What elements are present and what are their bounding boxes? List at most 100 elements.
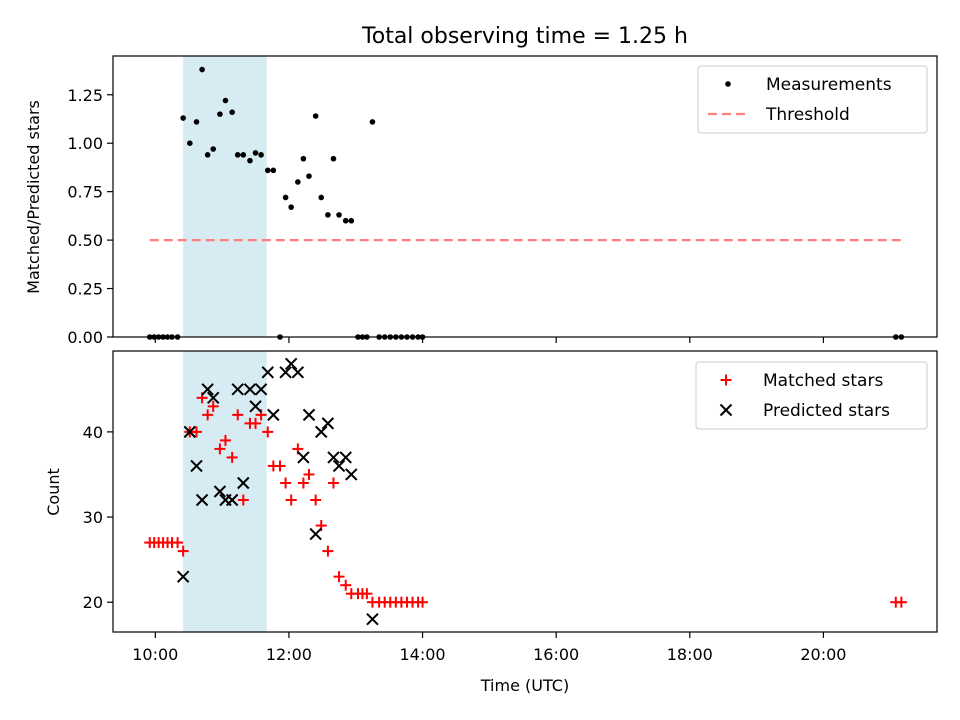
predicted-star-point (339, 451, 352, 464)
measurement-point (199, 66, 205, 73)
measurement-point (252, 150, 259, 156)
matched-star-point (297, 477, 309, 489)
measurement-point (187, 140, 193, 147)
predicted-star-point (243, 383, 257, 396)
x-tick-label: 10:00 (132, 645, 178, 664)
count-legend: Matched stars Predicted stars (695, 361, 928, 430)
matched-star-point (219, 434, 231, 446)
predicted-star-point (302, 408, 316, 422)
y-tick-label: 20 (83, 593, 103, 612)
measurement-point (318, 194, 325, 201)
legend-predicted-label: Predicted stars (763, 401, 890, 421)
x-axis-label: Time (UTC) (480, 676, 569, 695)
predicted-star-point (237, 476, 250, 490)
measurement-point (247, 157, 253, 164)
matched-star-point (310, 494, 322, 506)
measurement-point (330, 155, 337, 162)
count-panel-frame (112, 350, 938, 633)
predicted-star-point (332, 459, 346, 473)
count-panel: 10:00 12:00 14:00 16:00 18:00 20:00 20 30 40 Cou… (44, 350, 938, 695)
matched-star-point (226, 451, 238, 463)
ratio-axis-ticks: 0.00 0.25 0.50 0.75 1.00 1.25 (67, 86, 825, 347)
predicted-star-point (309, 527, 322, 541)
predicted-star-point (327, 451, 340, 464)
matched-star-point (895, 596, 907, 608)
count-legend-box (695, 361, 928, 430)
legend-measurements-label: Measurements (766, 75, 892, 95)
predicted-star-point (345, 468, 358, 481)
measurement-point (282, 194, 289, 201)
ratio-legend-box (697, 65, 928, 134)
matched-star-point (340, 579, 352, 591)
predicted-star-point (207, 391, 220, 405)
predicted-star-point (190, 459, 203, 473)
measurement-point (258, 152, 264, 158)
matched-star-point (232, 409, 244, 421)
measurement-point (325, 212, 331, 218)
legend-plus-glyph (720, 374, 732, 386)
predicted-star-point (201, 383, 214, 396)
predicted-star-point (231, 383, 244, 396)
matched-star-point (207, 400, 219, 412)
measurement-point (306, 173, 312, 179)
measurement-point (222, 97, 229, 104)
measurement-point (295, 179, 301, 185)
matched-star-point (322, 545, 334, 557)
matched-star-point (417, 596, 429, 608)
count-y-axis-label: Count (44, 468, 63, 516)
predicted-star-point (254, 383, 268, 396)
predicted-star-point (261, 366, 274, 379)
legend-measurements-marker (725, 81, 731, 87)
ratio-panel: 0.00 0.25 0.50 0.75 1.00 1.25 Matched/Predict… (24, 55, 938, 347)
y-tick-label: 0.50 (67, 231, 103, 250)
predicted-star-point (291, 366, 305, 379)
matched-star-point (280, 477, 292, 489)
x-tick-label: 12:00 (266, 645, 312, 664)
predicted-star-point (267, 408, 280, 422)
ratio-marks (146, 66, 905, 340)
predicted-star-point (249, 400, 262, 413)
predicted-star-point (176, 570, 190, 583)
predicted-star-point (195, 493, 209, 507)
legend-x-glyph (719, 403, 733, 417)
predicted-star-point (213, 485, 227, 498)
matched-star-point (237, 494, 249, 506)
matched-star-point (177, 545, 189, 557)
count-axis-ticks: 10:00 12:00 14:00 16:00 18:00 20:00 20 30 40 (83, 423, 847, 664)
matched-star-point (214, 443, 226, 455)
predicted-star-point (225, 493, 239, 507)
measurement-point (210, 146, 217, 152)
measurement-point (264, 167, 271, 174)
measurement-point (369, 119, 376, 125)
matched-star-point (361, 588, 373, 600)
measurement-point (342, 217, 349, 224)
chart-title: Total observing time = 1.25 h (361, 24, 688, 49)
ratio-panel-frame (112, 55, 938, 338)
y-tick-label: 0.25 (67, 280, 103, 299)
predicted-star-point (321, 417, 335, 430)
matched-star-point (285, 494, 297, 506)
matched-star-point (303, 468, 315, 480)
measurement-point (270, 167, 277, 174)
legend-matched-label: Matched stars (763, 371, 883, 391)
matched-star-point (250, 417, 262, 429)
predicted-star-point (366, 613, 379, 626)
y-tick-label: 1.00 (67, 134, 103, 153)
legend-matched-marker (720, 374, 732, 386)
ratio-y-axis-label: Matched/Predicted stars (24, 100, 43, 294)
predicted-star-point (183, 425, 197, 439)
x-tick-label: 14:00 (400, 645, 446, 664)
y-tick-label: 30 (83, 508, 103, 527)
predicted-star-point (284, 357, 298, 370)
y-tick-label: 1.25 (67, 86, 103, 105)
predicted-star-point (315, 425, 328, 439)
measurement-point (336, 212, 342, 218)
measurement-point (234, 152, 241, 158)
measurement-point (288, 204, 294, 210)
count-marks (144, 357, 907, 626)
matched-star-point (274, 460, 286, 472)
matched-star-point (327, 477, 339, 489)
measurement-point (348, 217, 355, 224)
legend-predicted-marker (719, 403, 733, 417)
